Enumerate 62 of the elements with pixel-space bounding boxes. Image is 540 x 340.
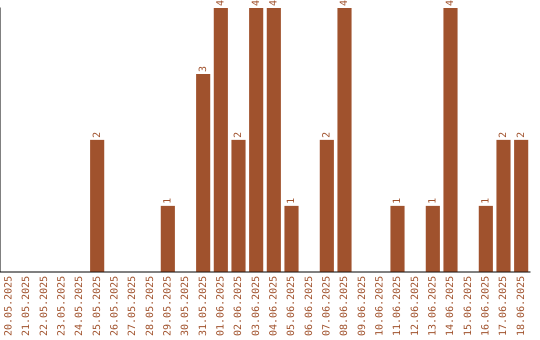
bar <box>160 206 175 272</box>
data-label: 1 <box>480 198 492 204</box>
bar <box>478 206 493 272</box>
x-tick-label: 13.06.2025 <box>427 276 438 336</box>
bar <box>514 140 528 272</box>
x-tick-label: 27.05.2025 <box>127 276 138 336</box>
data-label: 4 <box>268 0 280 6</box>
data-label: 2 <box>321 132 332 138</box>
x-tick-label: 06.06.2025 <box>304 276 315 336</box>
bar <box>231 140 246 272</box>
data-label: 4 <box>339 0 350 6</box>
x-tick-label: 04.06.2025 <box>268 276 280 336</box>
x-tick-label: 07.06.2025 <box>321 276 332 336</box>
data-label: 1 <box>392 198 404 204</box>
bar <box>266 8 281 272</box>
x-tick-label: 31.05.2025 <box>198 276 209 336</box>
bar <box>337 8 352 272</box>
x-tick-label: 25.05.2025 <box>92 276 103 336</box>
x-tick-label: 10.06.2025 <box>374 276 386 336</box>
bar <box>90 140 104 272</box>
bar <box>284 206 299 272</box>
bar <box>214 8 228 272</box>
x-tick-label: 17.06.2025 <box>498 276 510 336</box>
x-tick-label: 24.05.2025 <box>74 276 86 336</box>
x-tick-label: 22.05.2025 <box>38 276 50 336</box>
x-tick-label: 21.05.2025 <box>21 276 32 336</box>
x-tick-label: 28.05.2025 <box>144 276 156 336</box>
x-tick-label: 12.06.2025 <box>410 276 421 336</box>
bar <box>496 140 511 272</box>
data-label: 2 <box>516 132 527 138</box>
data-label: 1 <box>286 198 298 204</box>
x-tick-label: 20.05.2025 <box>3 276 14 336</box>
x-tick-label: 16.06.2025 <box>480 276 492 336</box>
bar <box>320 140 334 272</box>
bar <box>390 206 405 272</box>
data-label: 4 <box>250 0 262 6</box>
data-label: 2 <box>498 132 510 138</box>
data-label: 1 <box>162 198 174 204</box>
x-tick-label: 08.06.2025 <box>339 276 350 336</box>
data-label: 1 <box>427 198 438 204</box>
x-tick-label: 03.06.2025 <box>250 276 262 336</box>
bar <box>249 8 264 272</box>
x-tick-label: 23.05.2025 <box>56 276 68 336</box>
bar <box>196 74 210 272</box>
x-tick-label: 09.06.2025 <box>356 276 368 336</box>
bar <box>426 206 440 272</box>
x-tick-label: 02.06.2025 <box>233 276 244 336</box>
x-tick-label: 11.06.2025 <box>392 276 404 336</box>
data-label: 2 <box>233 132 244 138</box>
data-label: 3 <box>198 66 209 72</box>
x-tick-label: 14.06.2025 <box>445 276 456 336</box>
x-tick-label: 18.06.2025 <box>516 276 527 336</box>
x-tick-label: 15.06.2025 <box>462 276 474 336</box>
data-label: 4 <box>445 0 456 6</box>
x-tick-label: 26.05.2025 <box>109 276 120 336</box>
data-label: 2 <box>92 132 103 138</box>
x-tick-label: 29.05.2025 <box>162 276 174 336</box>
x-tick-label: 01.06.2025 <box>215 276 226 336</box>
data-label: 4 <box>215 0 226 6</box>
x-tick-label: 30.05.2025 <box>180 276 192 336</box>
x-tick-label: 05.06.2025 <box>286 276 298 336</box>
bar <box>443 8 458 272</box>
